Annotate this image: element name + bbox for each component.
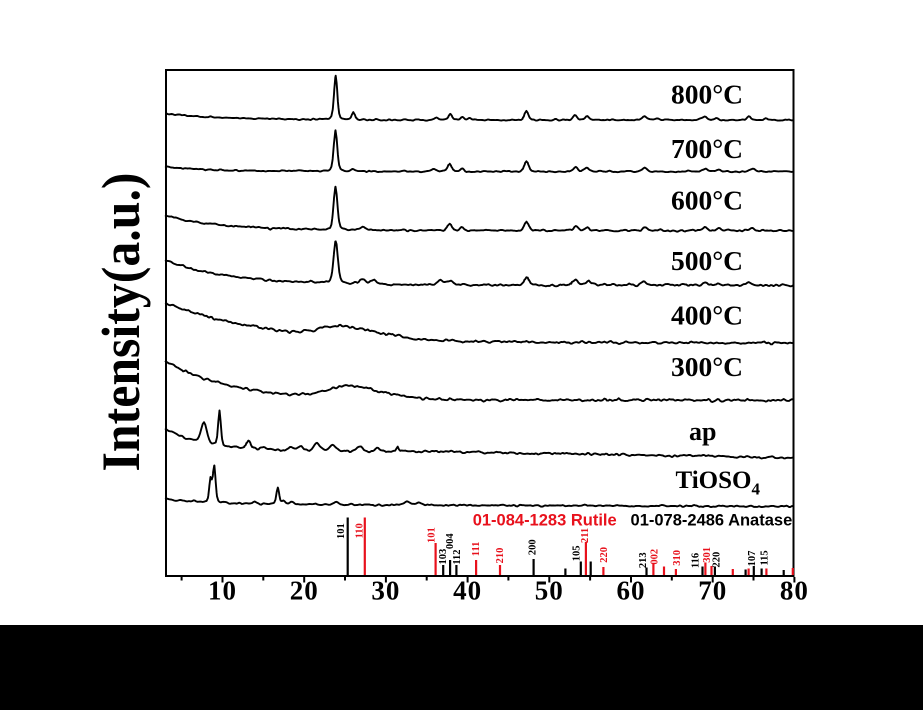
svg-text:220: 220 [599, 547, 610, 563]
svg-text:20: 20 [290, 576, 319, 606]
svg-text:TiOSO4: TiOSO4 [676, 467, 761, 499]
svg-text:01-084-1283 Rutile: 01-084-1283 Rutile [473, 511, 617, 529]
svg-text:116: 116 [691, 553, 702, 568]
svg-text:800°C: 800°C [671, 78, 743, 109]
svg-text:002: 002 [649, 549, 660, 565]
svg-text:211: 211 [580, 528, 591, 543]
svg-text:ap: ap [689, 417, 716, 446]
svg-text:210: 210 [495, 548, 506, 564]
svg-text:700°C: 700°C [671, 133, 743, 164]
svg-text:107: 107 [747, 551, 758, 567]
svg-text:101: 101 [336, 523, 347, 539]
svg-text:220: 220 [711, 552, 722, 568]
svg-text:301: 301 [702, 547, 713, 563]
svg-text:400°C: 400°C [671, 300, 743, 331]
svg-text:300°C: 300°C [671, 351, 743, 382]
svg-text:200: 200 [527, 539, 538, 555]
svg-text:30: 30 [371, 576, 400, 606]
svg-text:600°C: 600°C [671, 184, 743, 215]
svg-text:111: 111 [471, 542, 482, 557]
svg-text:40: 40 [453, 576, 482, 606]
svg-text:103: 103 [438, 549, 449, 565]
svg-text:60: 60 [617, 576, 646, 606]
svg-text:70: 70 [698, 576, 727, 606]
svg-text:Intensity(a.u.): Intensity(a.u.) [91, 173, 151, 472]
svg-text:105: 105 [572, 546, 583, 562]
svg-text:110: 110 [355, 523, 366, 538]
svg-text:213: 213 [638, 552, 649, 568]
svg-text:004: 004 [445, 533, 456, 550]
svg-text:112: 112 [452, 549, 463, 564]
svg-text:101: 101 [426, 527, 437, 543]
svg-text:10: 10 [208, 576, 237, 606]
svg-text:01-078-2486 Anatase: 01-078-2486 Anatase [631, 511, 793, 529]
svg-text:80: 80 [780, 576, 809, 606]
svg-text:50: 50 [535, 576, 564, 606]
svg-text:310: 310 [672, 550, 683, 566]
svg-text:500°C: 500°C [671, 245, 743, 276]
svg-text:115: 115 [759, 550, 770, 565]
